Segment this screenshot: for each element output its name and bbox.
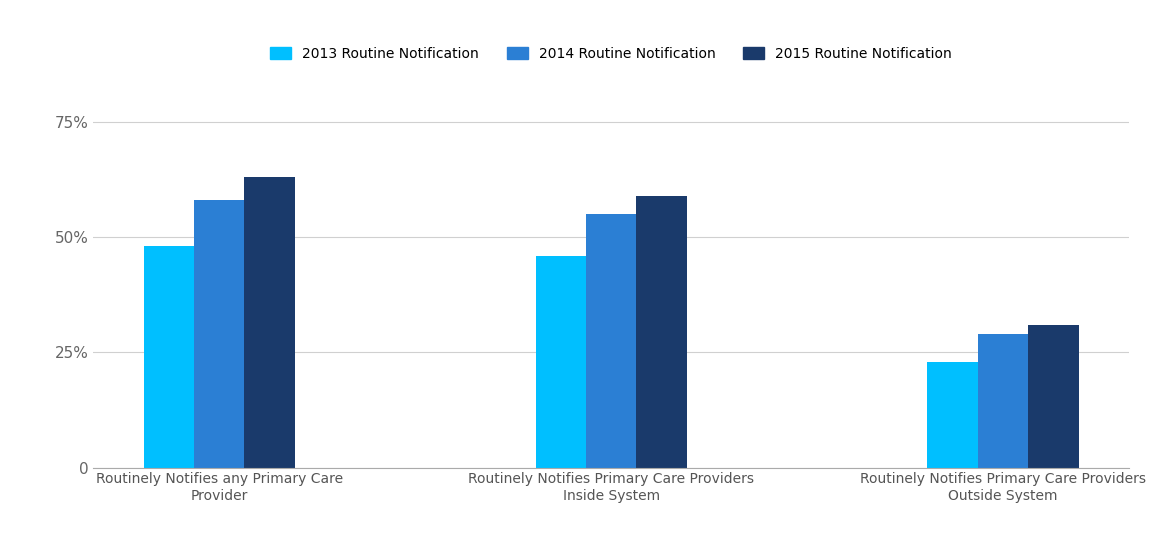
Bar [928, 361, 978, 468]
Bar [535, 256, 585, 468]
Legend: 2013 Routine Notification, 2014 Routine Notification, 2015 Routine Notification: 2013 Routine Notification, 2014 Routine … [263, 40, 959, 68]
Bar [637, 196, 687, 468]
Bar [143, 246, 194, 468]
Bar [194, 200, 244, 468]
Bar [244, 177, 294, 468]
Bar [978, 334, 1028, 468]
Bar [1028, 324, 1079, 468]
Bar [585, 214, 637, 468]
